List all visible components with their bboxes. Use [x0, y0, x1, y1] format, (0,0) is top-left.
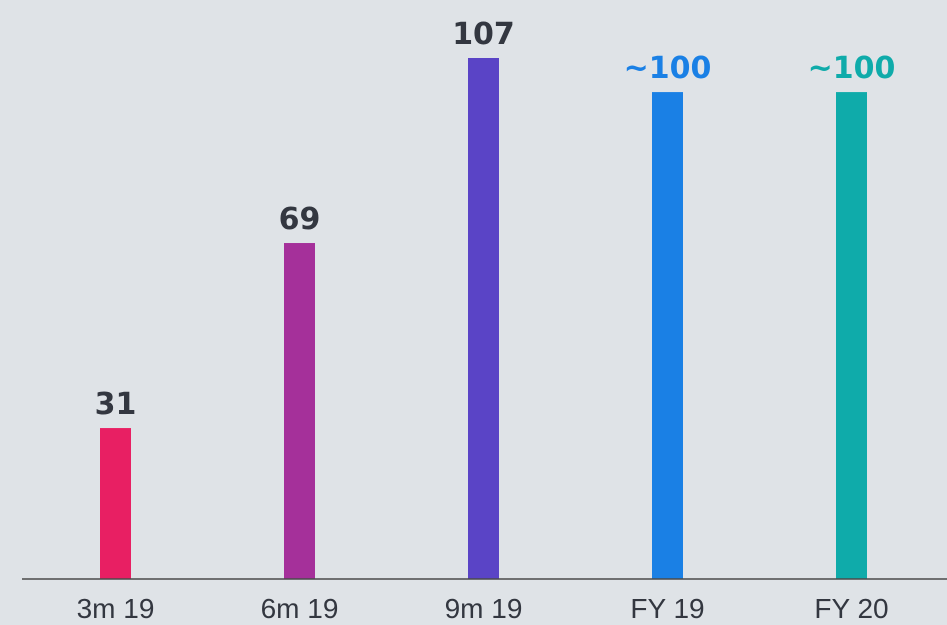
- x-tick-label: 9m 19: [445, 593, 523, 624]
- bar-fy-19: [652, 92, 683, 580]
- x-tick-label: FY 19: [630, 593, 704, 624]
- bar-6m-19: [284, 243, 315, 580]
- data-label-3m-19: 31: [95, 387, 137, 422]
- x-tick-labels-group: 3m 19 6m 19 9m 19 FY 19 FY 20: [77, 593, 889, 624]
- x-tick-label: 6m 19: [261, 593, 339, 624]
- data-label-6m-19: 69: [279, 202, 321, 237]
- bar-fy-20: [836, 92, 867, 580]
- x-tick-label: 3m 19: [77, 593, 155, 624]
- bar-3m-19: [100, 428, 131, 579]
- x-tick-label: FY 20: [814, 593, 888, 624]
- data-label-fy-19: ~100: [624, 51, 712, 86]
- data-label-fy-20: ~100: [808, 51, 896, 86]
- data-labels-group: 31 69 107 ~100 ~100: [95, 17, 896, 422]
- data-label-9m-19: 107: [452, 17, 515, 52]
- bar-9m-19: [468, 58, 499, 579]
- bars-group: [100, 58, 867, 580]
